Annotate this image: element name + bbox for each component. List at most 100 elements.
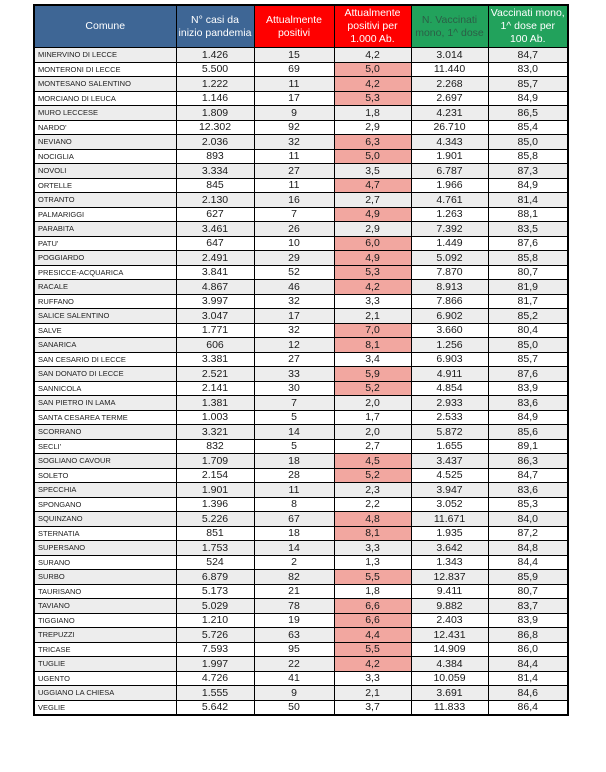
cell-vaccinati-per-100-ab: 85,6 [487, 424, 569, 440]
cell-casi-da-inizio-pandemia: 1.809 [175, 105, 255, 121]
cell-attualmente-positivi: 27 [253, 163, 335, 179]
cell-vaccinati-per-100-ab: 83,0 [487, 61, 569, 78]
table-row: POGGIARDO 2.491 29 4,9 5.092 85,8 [33, 250, 569, 266]
cell-comune: PRESICCE-ACQUARICA [33, 264, 177, 281]
cell-vaccinati-per-100-ab: 85,9 [487, 569, 569, 585]
column-header: Attualmente positivi [253, 4, 335, 49]
table-row: SANTA CESAREA TERME 1.003 5 1,7 2.533 84… [33, 409, 569, 426]
cell-attualmente-positivi: 32 [253, 134, 335, 150]
table-row: SPECCHIA 1.901 11 2,3 3.947 83,6 [33, 482, 569, 498]
cell-positivi-per-1000-ab: 2,9 [333, 221, 412, 237]
table-row: NOVOLI 3.334 27 3,5 6.787 87,3 [33, 163, 569, 179]
cell-comune: TIGGIANO [33, 612, 177, 629]
cell-vaccinati-per-100-ab: 85,7 [487, 76, 569, 92]
cell-vaccinati-mono-1-dose: 6.902 [410, 308, 489, 324]
cell-positivi-per-1000-ab: 4,7 [333, 177, 412, 194]
table-row: PALMARIGGI 627 7 4,9 1.263 88,1 [33, 206, 569, 223]
cell-vaccinati-per-100-ab: 85,3 [487, 496, 569, 513]
cell-attualmente-positivi: 14 [253, 424, 335, 440]
cell-attualmente-positivi: 27 [253, 351, 335, 368]
table-row: TRICASE 7.593 95 5,5 14.909 86,0 [33, 641, 569, 658]
table-row: SUPERSANO 1.753 14 3,3 3.642 84,8 [33, 540, 569, 556]
cell-vaccinati-per-100-ab: 83,9 [487, 380, 569, 397]
cell-casi-da-inizio-pandemia: 3.321 [175, 424, 255, 440]
table-row: SAN DONATO DI LECCE 2.521 33 5,9 4.911 8… [33, 366, 569, 382]
cell-vaccinati-mono-1-dose: 26.710 [410, 119, 489, 136]
cell-positivi-per-1000-ab: 6,6 [333, 598, 412, 614]
cell-comune: PALMARIGGI [33, 206, 177, 223]
cell-vaccinati-per-100-ab: 84,9 [487, 90, 569, 107]
cell-attualmente-positivi: 26 [253, 221, 335, 237]
cell-vaccinati-per-100-ab: 83,5 [487, 221, 569, 237]
table-row: STERNATIA 851 18 8,1 1.935 87,2 [33, 525, 569, 542]
cell-attualmente-positivi: 82 [253, 569, 335, 585]
cell-comune: SAN PIETRO IN LAMA [33, 395, 177, 411]
cell-vaccinati-mono-1-dose: 6.903 [410, 351, 489, 368]
table-row: SAN PIETRO IN LAMA 1.381 7 2,0 2.933 83,… [33, 395, 569, 411]
cell-casi-da-inizio-pandemia: 606 [175, 337, 255, 353]
cell-vaccinati-per-100-ab: 86,3 [487, 453, 569, 469]
cell-positivi-per-1000-ab: 2,9 [333, 119, 412, 136]
cell-casi-da-inizio-pandemia: 1.003 [175, 409, 255, 426]
cell-attualmente-positivi: 8 [253, 496, 335, 513]
cell-attualmente-positivi: 19 [253, 612, 335, 629]
cell-positivi-per-1000-ab: 4,8 [333, 511, 412, 527]
cell-vaccinati-mono-1-dose: 1.343 [410, 554, 489, 571]
cell-vaccinati-per-100-ab: 87,6 [487, 366, 569, 382]
cell-comune: SANARICA [33, 337, 177, 353]
cell-casi-da-inizio-pandemia: 5.029 [175, 598, 255, 614]
cell-comune: SUPERSANO [33, 540, 177, 556]
table-body: MINERVINO DI LECCE 1.426 15 4,2 3.014 84… [33, 47, 569, 716]
cell-vaccinati-mono-1-dose: 4.911 [410, 366, 489, 382]
cell-positivi-per-1000-ab: 5,9 [333, 366, 412, 382]
cell-comune: SOLETO [33, 467, 177, 484]
table-row: TUGLIE 1.997 22 4,2 4.384 84,4 [33, 656, 569, 672]
cell-casi-da-inizio-pandemia: 3.997 [175, 293, 255, 310]
cell-comune: SALVE [33, 322, 177, 339]
cell-vaccinati-per-100-ab: 87,6 [487, 235, 569, 252]
cell-vaccinati-mono-1-dose: 2.697 [410, 90, 489, 107]
cell-casi-da-inizio-pandemia: 845 [175, 177, 255, 194]
table-row: NOCIGLIA 893 11 5,0 1.901 85,8 [33, 148, 569, 165]
cell-vaccinati-mono-1-dose: 3.660 [410, 322, 489, 339]
table-row: NARDO' 12.302 92 2,9 26.710 85,4 [33, 119, 569, 136]
cell-comune: SPONGANO [33, 496, 177, 513]
cell-positivi-per-1000-ab: 3,7 [333, 699, 412, 716]
cell-attualmente-positivi: 33 [253, 366, 335, 382]
cell-attualmente-positivi: 46 [253, 279, 335, 295]
cell-comune: SCORRANO [33, 424, 177, 440]
cell-attualmente-positivi: 9 [253, 685, 335, 701]
comuni-covid-vaccini-table: Comune N° casi da inizio pandemia Attualme… [33, 4, 569, 716]
column-header: N. Vaccinati mono, 1^ dose [410, 4, 489, 49]
cell-positivi-per-1000-ab: 3,4 [333, 351, 412, 368]
table-container: Comune N° casi da inizio pandemia Attualme… [33, 4, 569, 716]
cell-vaccinati-mono-1-dose: 4.854 [410, 380, 489, 397]
cell-vaccinati-mono-1-dose: 1.655 [410, 438, 489, 455]
cell-positivi-per-1000-ab: 2,7 [333, 438, 412, 455]
cell-vaccinati-mono-1-dose: 2.933 [410, 395, 489, 411]
cell-vaccinati-mono-1-dose: 4.231 [410, 105, 489, 121]
cell-vaccinati-per-100-ab: 84,0 [487, 511, 569, 527]
cell-casi-da-inizio-pandemia: 2.521 [175, 366, 255, 382]
cell-vaccinati-mono-1-dose: 3.014 [410, 47, 489, 63]
table-row: TREPUZZI 5.726 63 4,4 12.431 86,8 [33, 627, 569, 643]
cell-vaccinati-per-100-ab: 81,7 [487, 293, 569, 310]
cell-comune: NARDO' [33, 119, 177, 136]
cell-attualmente-positivi: 18 [253, 525, 335, 542]
cell-vaccinati-per-100-ab: 84,9 [487, 409, 569, 426]
cell-positivi-per-1000-ab: 4,2 [333, 47, 412, 63]
table-row: MORCIANO DI LEUCA 1.146 17 5,3 2.697 84,… [33, 90, 569, 107]
cell-positivi-per-1000-ab: 2,1 [333, 685, 412, 701]
table-row: PRESICCE-ACQUARICA 3.841 52 5,3 7.870 80… [33, 264, 569, 281]
cell-comune: UGENTO [33, 670, 177, 687]
cell-attualmente-positivi: 50 [253, 699, 335, 716]
cell-comune: OTRANTO [33, 192, 177, 208]
cell-vaccinati-mono-1-dose: 1.966 [410, 177, 489, 194]
cell-positivi-per-1000-ab: 1,7 [333, 409, 412, 426]
table-row: MINERVINO DI LECCE 1.426 15 4,2 3.014 84… [33, 47, 569, 63]
cell-comune: SANNICOLA [33, 380, 177, 397]
table-row: TAVIANO 5.029 78 6,6 9.882 83,7 [33, 598, 569, 614]
cell-casi-da-inizio-pandemia: 1.771 [175, 322, 255, 339]
cell-attualmente-positivi: 11 [253, 148, 335, 165]
